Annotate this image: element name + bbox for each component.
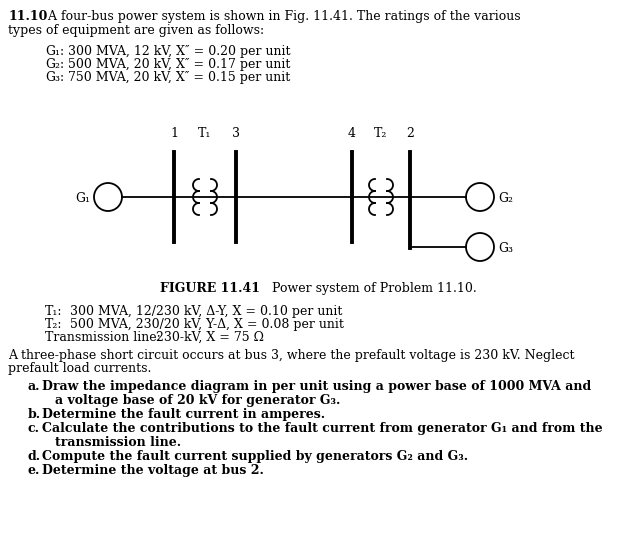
Text: 2: 2 [406,127,414,140]
Text: 1: 1 [170,127,178,140]
Text: 500 MVA, 230/20 kV, Y-Δ, X = 0.08 per unit: 500 MVA, 230/20 kV, Y-Δ, X = 0.08 per un… [61,318,343,331]
Text: A three-phase short circuit occurs at bus 3, where the prefault voltage is 230 k: A three-phase short circuit occurs at bu… [8,349,574,362]
Text: Transmission line:: Transmission line: [45,331,161,344]
Text: 3: 3 [232,127,240,140]
Text: b.: b. [28,408,41,421]
Text: Determine the fault current in amperes.: Determine the fault current in amperes. [42,408,325,421]
Text: 300 MVA, 12 kV, X″ = 0.20 per unit: 300 MVA, 12 kV, X″ = 0.20 per unit [60,45,290,58]
Text: G₁:: G₁: [45,45,64,58]
Text: Draw the impedance diagram in per unit using a power base of 1000 MVA and: Draw the impedance diagram in per unit u… [42,380,591,393]
Text: T₁:: T₁: [45,305,63,318]
Text: A four-bus power system is shown in Fig. 11.41. The ratings of the various: A four-bus power system is shown in Fig.… [40,10,521,23]
Text: FIGURE 11.41: FIGURE 11.41 [160,282,260,295]
Text: T₁: T₁ [198,127,212,140]
Text: a.: a. [28,380,40,393]
Text: G₁: G₁ [75,191,90,205]
Text: 4: 4 [348,127,356,140]
Text: Compute the fault current supplied by generators G₂ and G₃.: Compute the fault current supplied by ge… [42,450,468,463]
Text: prefault load currents.: prefault load currents. [8,362,151,375]
Text: 11.10: 11.10 [8,10,47,23]
Text: Calculate the contributions to the fault current from generator G₁ and from the: Calculate the contributions to the fault… [42,422,603,435]
Text: 230-kV, X = 75 Ω: 230-kV, X = 75 Ω [144,331,264,344]
Text: G₂: G₂ [498,191,513,205]
Text: 500 MVA, 20 kV, X″ = 0.17 per unit: 500 MVA, 20 kV, X″ = 0.17 per unit [60,58,290,71]
Text: c.: c. [28,422,40,435]
Text: G₃:: G₃: [45,71,64,84]
Text: types of equipment are given as follows:: types of equipment are given as follows: [8,24,264,37]
Text: Power system of Problem 11.10.: Power system of Problem 11.10. [260,282,477,295]
Text: d.: d. [28,450,41,463]
Text: G₂:: G₂: [45,58,64,71]
Text: 750 MVA, 20 kV, X″ = 0.15 per unit: 750 MVA, 20 kV, X″ = 0.15 per unit [60,71,290,84]
Text: T₂: T₂ [375,127,388,140]
Text: T₂:: T₂: [45,318,63,331]
Text: e.: e. [28,464,40,477]
Text: G₃: G₃ [498,241,513,254]
Text: 300 MVA, 12/230 kV, Δ-Y, X = 0.10 per unit: 300 MVA, 12/230 kV, Δ-Y, X = 0.10 per un… [61,305,342,318]
Text: Determine the voltage at bus 2.: Determine the voltage at bus 2. [42,464,264,477]
Text: transmission line.: transmission line. [55,436,181,449]
Text: a voltage base of 20 kV for generator G₃.: a voltage base of 20 kV for generator G₃… [55,394,341,407]
